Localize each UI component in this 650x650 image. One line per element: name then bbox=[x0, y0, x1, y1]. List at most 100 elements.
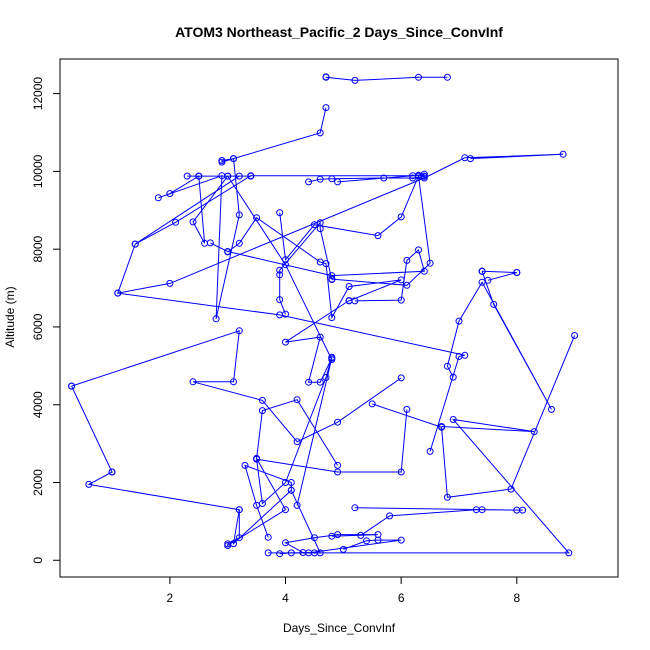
data-point bbox=[443, 73, 451, 81]
data-point bbox=[565, 549, 573, 557]
series-line bbox=[354, 507, 523, 536]
data-point bbox=[258, 500, 266, 507]
data-point bbox=[374, 536, 382, 544]
data-point bbox=[108, 468, 116, 476]
data-point bbox=[218, 158, 226, 166]
x-tick-label: 2 bbox=[167, 591, 174, 605]
series-3 bbox=[183, 172, 255, 247]
data-point bbox=[530, 428, 538, 436]
data-point bbox=[287, 486, 295, 494]
data-point bbox=[351, 76, 359, 84]
data-point bbox=[68, 382, 76, 390]
data-point bbox=[264, 549, 272, 557]
series-23 bbox=[276, 536, 405, 558]
data-point bbox=[380, 174, 388, 182]
data-point bbox=[438, 423, 446, 430]
plot-border bbox=[59, 58, 619, 578]
chart-title: ATOM3 Northeast_Pacific_2 Days_Since_Con… bbox=[175, 24, 503, 40]
series-line bbox=[187, 175, 251, 244]
y-tick-label: 10000 bbox=[31, 154, 45, 188]
series-line bbox=[482, 270, 517, 281]
data-point bbox=[189, 378, 197, 386]
data-point bbox=[247, 172, 255, 180]
data-point bbox=[293, 438, 301, 446]
series-line bbox=[227, 399, 339, 547]
data-point bbox=[235, 211, 243, 219]
data-point bbox=[328, 353, 336, 361]
data-point bbox=[363, 537, 370, 545]
series-21 bbox=[351, 504, 527, 539]
data-point bbox=[443, 493, 451, 501]
data-point bbox=[224, 172, 232, 180]
x-tick-label: 4 bbox=[282, 591, 289, 605]
series-line bbox=[372, 335, 576, 498]
series-7 bbox=[276, 172, 434, 289]
x-tick-label: 6 bbox=[398, 591, 405, 605]
data-point bbox=[334, 178, 342, 186]
data-point bbox=[548, 405, 555, 413]
data-point bbox=[206, 239, 214, 247]
data-point bbox=[241, 461, 249, 469]
data-point bbox=[328, 276, 336, 283]
data-point bbox=[183, 172, 191, 180]
series-line bbox=[71, 385, 292, 545]
series-20 bbox=[224, 396, 342, 549]
data-point bbox=[443, 362, 451, 370]
data-point bbox=[287, 549, 295, 557]
y-tick-label: 4000 bbox=[31, 391, 45, 418]
data-point bbox=[166, 279, 174, 287]
data-point bbox=[305, 178, 313, 186]
series-line bbox=[134, 173, 425, 245]
data-point bbox=[397, 468, 405, 476]
data-point bbox=[328, 314, 336, 322]
data-point bbox=[403, 405, 411, 413]
y-tick-label: 2000 bbox=[31, 469, 45, 496]
data-point bbox=[276, 209, 284, 217]
data-point bbox=[154, 194, 162, 202]
data-point bbox=[334, 531, 342, 539]
data-point bbox=[571, 332, 579, 339]
data-point bbox=[403, 256, 411, 264]
data-point bbox=[305, 549, 313, 557]
data-point bbox=[559, 150, 567, 158]
data-point bbox=[397, 296, 405, 304]
series-line bbox=[279, 221, 333, 315]
data-point bbox=[478, 278, 486, 286]
data-point bbox=[282, 261, 289, 269]
data-point bbox=[235, 327, 243, 335]
series-15 bbox=[68, 327, 405, 446]
series-2 bbox=[154, 104, 336, 364]
data-point bbox=[415, 73, 422, 81]
series-5 bbox=[131, 170, 428, 248]
series-line bbox=[268, 418, 570, 554]
y-tick-label: 8000 bbox=[31, 235, 45, 262]
data-point bbox=[172, 218, 180, 226]
data-point bbox=[426, 259, 434, 267]
series-4 bbox=[305, 171, 428, 186]
data-point bbox=[328, 272, 336, 280]
data-point bbox=[189, 218, 197, 226]
data-point bbox=[131, 240, 139, 248]
data-point bbox=[310, 534, 318, 542]
data-point bbox=[224, 248, 232, 255]
x-axis: 2 4 6 8 bbox=[167, 577, 520, 605]
data-point bbox=[212, 315, 220, 323]
series-8 bbox=[276, 219, 336, 318]
data-point bbox=[351, 504, 359, 512]
data-point bbox=[334, 468, 342, 476]
data-point bbox=[166, 190, 174, 198]
data-point bbox=[490, 300, 498, 308]
data-point bbox=[195, 172, 203, 180]
data-point bbox=[258, 407, 266, 415]
series-line bbox=[158, 107, 333, 360]
series-18 bbox=[253, 353, 411, 507]
y-tick-label: 12000 bbox=[31, 77, 45, 111]
data-point bbox=[386, 512, 394, 520]
data-point bbox=[420, 267, 428, 275]
data-point bbox=[345, 283, 353, 290]
data-point bbox=[276, 311, 284, 319]
data-point bbox=[85, 480, 93, 488]
data-point bbox=[513, 269, 521, 276]
data-point bbox=[230, 155, 237, 163]
data-point bbox=[316, 129, 324, 137]
